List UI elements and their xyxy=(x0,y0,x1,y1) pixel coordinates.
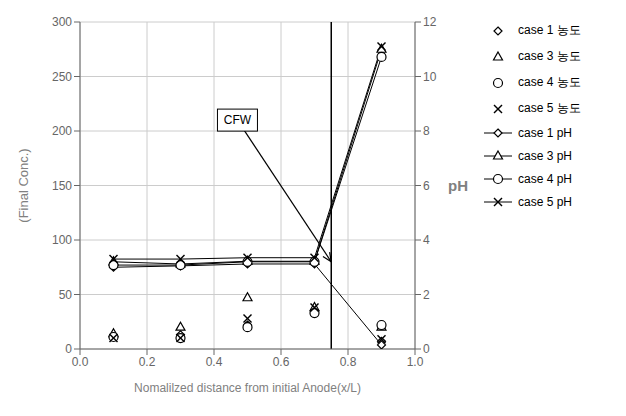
svg-text:6: 6 xyxy=(423,179,430,193)
svg-text:300: 300 xyxy=(52,15,72,29)
svg-text:(Final Conc.): (Final Conc.) xyxy=(16,148,31,222)
svg-text:0: 0 xyxy=(65,342,72,356)
svg-text:200: 200 xyxy=(52,124,72,138)
svg-text:pH: pH xyxy=(448,177,468,194)
svg-text:12: 12 xyxy=(423,15,437,29)
svg-text:10: 10 xyxy=(423,70,437,84)
svg-text:4: 4 xyxy=(423,233,430,247)
svg-text:0.8: 0.8 xyxy=(340,355,357,369)
svg-text:0: 0 xyxy=(423,342,430,356)
svg-text:250: 250 xyxy=(52,70,72,84)
html-text:case 1 pH: case 1 pH xyxy=(518,126,572,140)
html-text:case 4 농도: case 4 농도 xyxy=(518,75,581,89)
html-text:case 5 pH: case 5 pH xyxy=(518,195,572,209)
html-text:case 4 pH: case 4 pH xyxy=(518,172,572,186)
svg-text:CFW: CFW xyxy=(224,113,252,127)
svg-text:0.0: 0.0 xyxy=(72,355,89,369)
svg-text:100: 100 xyxy=(52,233,72,247)
svg-text:Nomalilzed distance from initi: Nomalilzed distance from initial Anode(x… xyxy=(134,381,361,395)
svg-text:0.4: 0.4 xyxy=(206,355,223,369)
svg-text:150: 150 xyxy=(52,179,72,193)
html-text:case 5 농도: case 5 농도 xyxy=(518,101,581,115)
svg-text:1.0: 1.0 xyxy=(407,355,424,369)
svg-text:50: 50 xyxy=(59,288,73,302)
html-text:case 3 pH: case 3 pH xyxy=(518,149,572,163)
svg-text:0.2: 0.2 xyxy=(139,355,156,369)
svg-text:2: 2 xyxy=(423,288,430,302)
svg-text:8: 8 xyxy=(423,124,430,138)
html-text:case 3 농도: case 3 농도 xyxy=(518,49,581,63)
svg-text:0.6: 0.6 xyxy=(273,355,290,369)
html-text:case 1 농도: case 1 농도 xyxy=(518,23,581,37)
